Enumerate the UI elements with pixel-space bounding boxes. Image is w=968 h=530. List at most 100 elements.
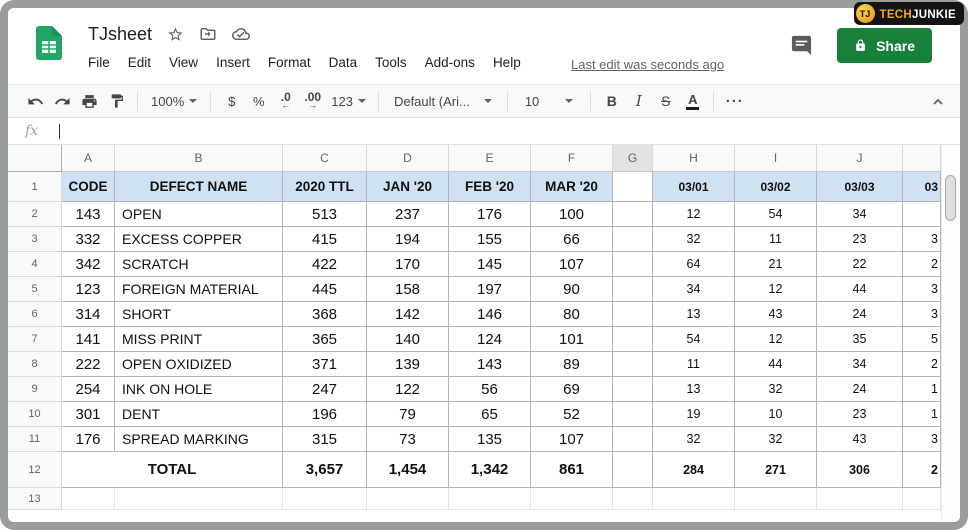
cell[interactable]: 368 bbox=[283, 302, 367, 327]
collapse-toolbar-button[interactable] bbox=[932, 97, 944, 106]
cell[interactable] bbox=[449, 488, 531, 510]
cell[interactable]: 11 bbox=[653, 352, 735, 377]
cell[interactable]: 34 bbox=[817, 202, 903, 227]
column-header-clipped[interactable] bbox=[903, 145, 941, 172]
cell[interactable]: 342 bbox=[62, 252, 115, 277]
cell[interactable] bbox=[613, 402, 653, 427]
column-header-I[interactable]: I bbox=[735, 145, 817, 172]
total-cell[interactable]: 3,657 bbox=[283, 452, 367, 488]
cell[interactable]: 170 bbox=[367, 252, 449, 277]
cell[interactable]: FOREIGN MATERIAL bbox=[115, 277, 283, 302]
cell[interactable]: 12 bbox=[735, 277, 817, 302]
column-header-G[interactable]: G bbox=[613, 145, 653, 172]
row-header-11[interactable]: 11 bbox=[8, 427, 62, 452]
cell[interactable]: 54 bbox=[735, 202, 817, 227]
cell[interactable]: 54 bbox=[653, 327, 735, 352]
row-header-12[interactable]: 12 bbox=[8, 452, 62, 488]
total-cell[interactable]: 1,342 bbox=[449, 452, 531, 488]
cell[interactable]: 140 bbox=[367, 327, 449, 352]
cell[interactable]: 12 bbox=[735, 327, 817, 352]
cell[interactable]: 315 bbox=[283, 427, 367, 452]
header-cell[interactable]: CODE bbox=[62, 172, 115, 202]
cell[interactable]: OPEN OXIDIZED bbox=[115, 352, 283, 377]
cell[interactable]: 69 bbox=[531, 377, 613, 402]
cell[interactable]: 21 bbox=[735, 252, 817, 277]
undo-button[interactable] bbox=[22, 88, 49, 114]
zoom-select[interactable]: 100% bbox=[145, 88, 203, 114]
bold-button[interactable]: B bbox=[598, 88, 625, 114]
header-cell[interactable]: MAR '20 bbox=[531, 172, 613, 202]
cell[interactable]: 23 bbox=[817, 402, 903, 427]
cell[interactable]: 197 bbox=[449, 277, 531, 302]
cell[interactable]: 3 bbox=[903, 227, 941, 252]
cell[interactable]: 32 bbox=[653, 227, 735, 252]
cell[interactable]: 1 bbox=[903, 402, 941, 427]
header-cell[interactable]: 2020 TTL bbox=[283, 172, 367, 202]
last-edit-link[interactable]: Last edit was seconds ago bbox=[571, 57, 724, 72]
cell[interactable]: 143 bbox=[449, 352, 531, 377]
cell[interactable] bbox=[613, 327, 653, 352]
cell[interactable]: 122 bbox=[367, 377, 449, 402]
cell[interactable]: 66 bbox=[531, 227, 613, 252]
cell[interactable]: 3 bbox=[903, 277, 941, 302]
cell[interactable]: 107 bbox=[531, 427, 613, 452]
total-cell[interactable]: 271 bbox=[735, 452, 817, 488]
header-cell[interactable]: JAN '20 bbox=[367, 172, 449, 202]
cell[interactable]: DENT bbox=[115, 402, 283, 427]
cell[interactable]: 23 bbox=[817, 227, 903, 252]
menu-file[interactable]: File bbox=[88, 53, 119, 72]
cell[interactable]: 422 bbox=[283, 252, 367, 277]
print-button[interactable] bbox=[76, 88, 103, 114]
cell[interactable]: 124 bbox=[449, 327, 531, 352]
cell[interactable] bbox=[613, 277, 653, 302]
cell[interactable]: SHORT bbox=[115, 302, 283, 327]
share-button[interactable]: Share bbox=[837, 28, 932, 63]
cell[interactable]: 2 bbox=[903, 352, 941, 377]
cell[interactable]: 13 bbox=[653, 377, 735, 402]
cell[interactable]: 513 bbox=[283, 202, 367, 227]
cell[interactable]: 32 bbox=[735, 377, 817, 402]
cell[interactable]: 13 bbox=[653, 302, 735, 327]
menu-addons[interactable]: Add-ons bbox=[416, 53, 484, 72]
cell[interactable]: 65 bbox=[449, 402, 531, 427]
cell[interactable]: 5 bbox=[903, 327, 941, 352]
row-header-7[interactable]: 7 bbox=[8, 327, 62, 352]
cloud-status-icon[interactable] bbox=[232, 25, 250, 43]
cell[interactable]: 43 bbox=[735, 302, 817, 327]
cell[interactable]: 43 bbox=[817, 427, 903, 452]
cell[interactable]: 371 bbox=[283, 352, 367, 377]
cell[interactable]: 101 bbox=[531, 327, 613, 352]
font-size-select[interactable]: 10 bbox=[515, 88, 583, 114]
cell[interactable]: 445 bbox=[283, 277, 367, 302]
cell[interactable]: 10 bbox=[735, 402, 817, 427]
cell[interactable]: SCRATCH bbox=[115, 252, 283, 277]
cell[interactable]: 365 bbox=[283, 327, 367, 352]
cell[interactable]: 222 bbox=[62, 352, 115, 377]
cell[interactable]: 143 bbox=[62, 202, 115, 227]
cell[interactable]: 90 bbox=[531, 277, 613, 302]
cell[interactable] bbox=[735, 488, 817, 510]
redo-button[interactable] bbox=[49, 88, 76, 114]
cell[interactable]: 1 bbox=[903, 377, 941, 402]
star-icon[interactable] bbox=[167, 26, 184, 43]
scrollbar-thumb[interactable] bbox=[945, 175, 956, 221]
italic-button[interactable]: I bbox=[625, 88, 652, 114]
column-header-E[interactable]: E bbox=[449, 145, 531, 172]
cell[interactable]: 237 bbox=[367, 202, 449, 227]
cell[interactable]: 176 bbox=[62, 427, 115, 452]
cell[interactable] bbox=[903, 488, 941, 510]
menu-edit[interactable]: Edit bbox=[119, 53, 160, 72]
cell[interactable] bbox=[613, 202, 653, 227]
cell[interactable] bbox=[903, 202, 941, 227]
cell[interactable]: 22 bbox=[817, 252, 903, 277]
cell[interactable] bbox=[613, 377, 653, 402]
header-cell[interactable]: DEFECT NAME bbox=[115, 172, 283, 202]
cell[interactable] bbox=[653, 488, 735, 510]
cell[interactable]: 123 bbox=[62, 277, 115, 302]
cell[interactable]: 176 bbox=[449, 202, 531, 227]
header-cell[interactable]: 03/02 bbox=[735, 172, 817, 202]
row-header-5[interactable]: 5 bbox=[8, 277, 62, 302]
cell[interactable] bbox=[613, 252, 653, 277]
comment-icon[interactable] bbox=[790, 34, 813, 57]
header-cell[interactable]: 03/01 bbox=[653, 172, 735, 202]
